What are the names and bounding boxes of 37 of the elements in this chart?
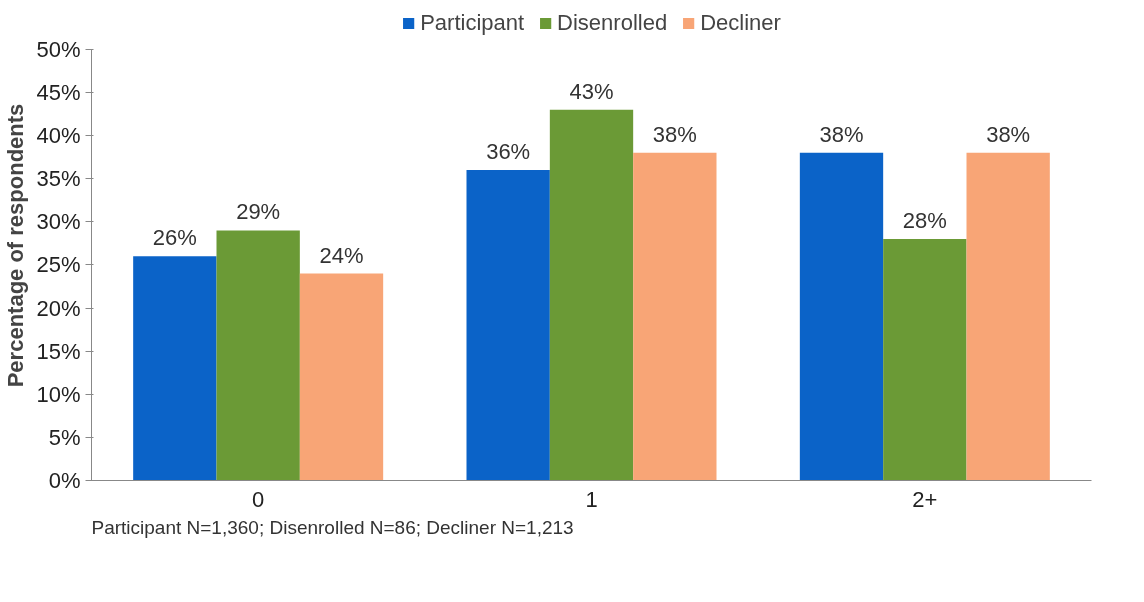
y-tick-label: 5% xyxy=(48,424,81,450)
x-tick-label: 0 xyxy=(252,486,265,512)
bar xyxy=(799,152,884,481)
y-tick-label: 45% xyxy=(36,79,81,105)
bar xyxy=(883,239,967,481)
data-label: 36% xyxy=(486,139,531,165)
y-tick-label: 15% xyxy=(36,338,81,364)
bar xyxy=(549,109,634,481)
data-label: 29% xyxy=(236,199,281,225)
data-label: 43% xyxy=(569,78,614,104)
y-tick-label: 50% xyxy=(36,36,81,62)
text: Participant N=1,360; Disenrolled N=86; Decliner N=1,213 xyxy=(91,516,574,538)
y-tick-label: 30% xyxy=(36,209,81,235)
data-label: 28% xyxy=(902,208,947,234)
bar xyxy=(216,230,300,481)
data-label: 38% xyxy=(652,121,697,147)
y-tick-label: 0% xyxy=(48,468,81,493)
y-tick-label: 40% xyxy=(36,123,81,149)
bar xyxy=(633,152,717,481)
legend-label: Decliner xyxy=(700,10,781,36)
x-tick-label: 2+ xyxy=(912,486,938,512)
x-tick-label: 1 xyxy=(585,486,598,512)
data-label: 38% xyxy=(819,121,864,147)
y-tick-label: 10% xyxy=(36,381,81,407)
legend-label: Disenrolled xyxy=(557,10,668,36)
bar xyxy=(466,170,550,481)
legend-label: Participant xyxy=(420,10,525,36)
bar xyxy=(299,273,384,481)
data-label: 38% xyxy=(986,121,1031,147)
y-tick-label: 20% xyxy=(36,295,81,321)
y-tick-label: 25% xyxy=(36,252,81,278)
data-label: 26% xyxy=(152,225,197,251)
bar xyxy=(966,152,1050,481)
data-label: 24% xyxy=(319,242,364,268)
y-tick-label: 35% xyxy=(36,166,81,192)
y-axis-title: Percentage of respondents xyxy=(3,103,29,388)
bar xyxy=(133,256,217,481)
